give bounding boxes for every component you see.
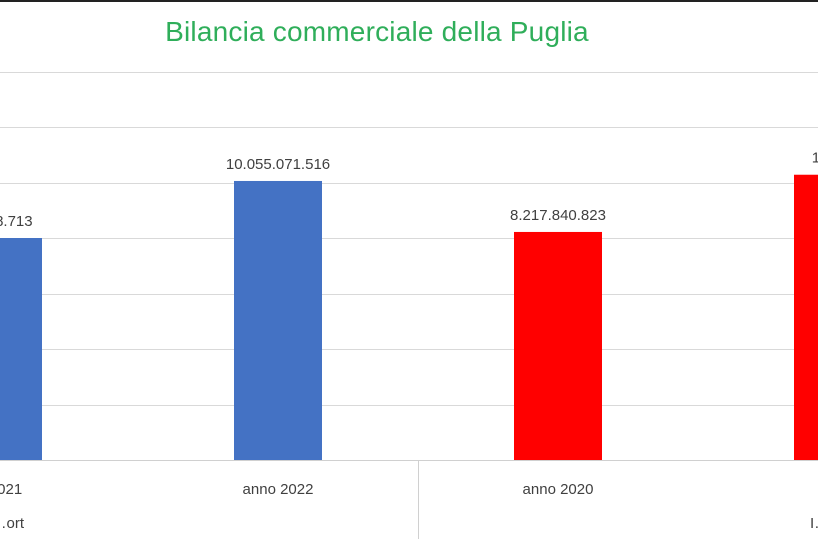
bar-import-1 (794, 174, 818, 461)
group-label-import: I… (810, 515, 818, 532)
chart-title: Bilancia commerciale della Puglia (165, 16, 589, 47)
bar-export-0 (0, 238, 42, 460)
category-label: anno 2022 (243, 481, 314, 498)
group-label-export: …ort (0, 515, 25, 532)
bar-import-0 (514, 231, 602, 460)
category-label: anno 2020 (523, 481, 594, 498)
data-label: 8.217.840.823 (510, 207, 606, 224)
gridlines (0, 72, 818, 406)
data-label: …758.713 (0, 213, 33, 230)
category-label: …2021 (0, 481, 22, 498)
data-label: 10.28… (812, 150, 818, 167)
bar-export-1 (234, 180, 322, 460)
data-label: 10.055.071.516 (226, 156, 330, 173)
